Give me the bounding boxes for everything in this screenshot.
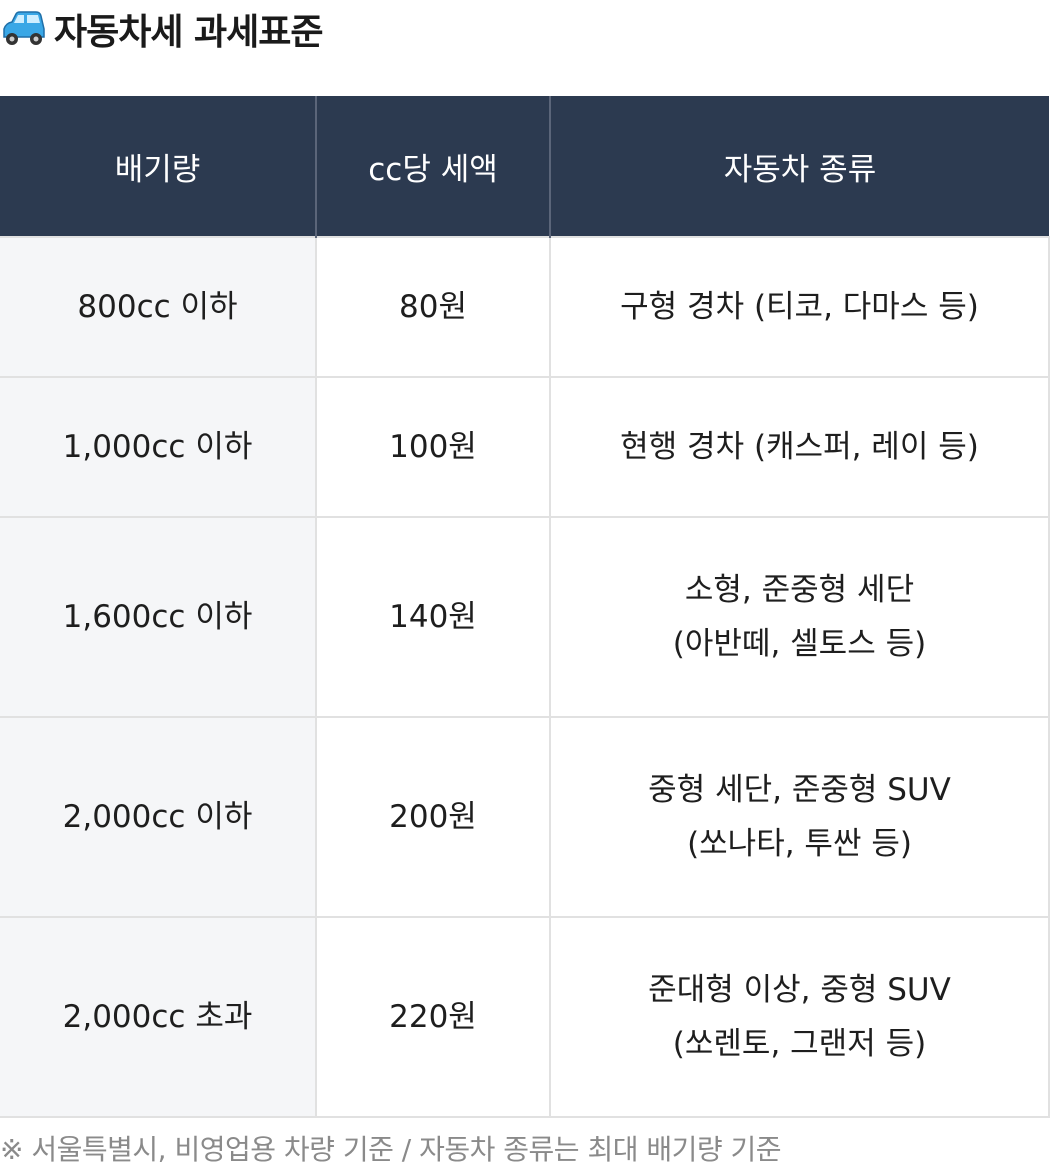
tax-table: 배기량 cc당 세액 자동차 종류 800cc 이하 80원 구형 경차 (티코… bbox=[0, 96, 1050, 1118]
tax-cell: 80원 bbox=[315, 236, 551, 378]
table-header-row: 배기량 cc당 세액 자동차 종류 bbox=[0, 96, 1049, 237]
table-row: 1,600cc 이하 140원 소형, 준중형 세단 (아반떼, 셀토스 등) bbox=[0, 516, 1050, 718]
vehicle-type-line: 준대형 이상, 중형 SUV bbox=[648, 972, 951, 1008]
displacement-cell: 1,600cc 이하 bbox=[0, 516, 317, 718]
vehicle-type-line: 중형 세단, 준중형 SUV bbox=[648, 772, 951, 808]
header-displacement: 배기량 bbox=[0, 96, 316, 237]
tax-cell: 140원 bbox=[315, 516, 551, 718]
tax-cell: 200원 bbox=[315, 716, 551, 918]
vehicle-type-cell: 구형 경차 (티코, 다마스 등) bbox=[549, 236, 1050, 378]
tax-cell: 220원 bbox=[315, 916, 551, 1118]
table-row: 2,000cc 초과 220원 준대형 이상, 중형 SUV (쏘렌토, 그랜저… bbox=[0, 916, 1050, 1118]
displacement-cell: 800cc 이하 bbox=[0, 236, 317, 378]
vehicle-type-line: 현행 경차 (캐스퍼, 레이 등) bbox=[620, 429, 979, 465]
displacement-cell: 2,000cc 초과 bbox=[0, 916, 317, 1118]
page-title-text: 자동차세 과세표준 bbox=[54, 12, 323, 53]
page-title: 자동차세 과세표준 bbox=[0, 4, 323, 54]
displacement-cell: 2,000cc 이하 bbox=[0, 716, 317, 918]
car-icon bbox=[0, 9, 46, 49]
vehicle-type-examples: (쏘렌토, 그랜저 등) bbox=[672, 1026, 927, 1062]
tax-cell: 100원 bbox=[315, 376, 551, 518]
table-row: 1,000cc 이하 100원 현행 경차 (캐스퍼, 레이 등) bbox=[0, 376, 1050, 518]
footnote: ※ 서울특별시, 비영업용 차량 기준 / 자동차 종류는 최대 배기량 기준 bbox=[0, 1133, 782, 1166]
vehicle-type-line: 구형 경차 (티코, 다마스 등) bbox=[620, 289, 979, 325]
vehicle-type-cell: 중형 세단, 준중형 SUV (쏘나타, 투싼 등) bbox=[549, 716, 1050, 918]
header-vehicle-type: 자동차 종류 bbox=[549, 96, 1049, 237]
header-tax-per-cc: cc당 세액 bbox=[315, 96, 550, 237]
vehicle-type-cell: 현행 경차 (캐스퍼, 레이 등) bbox=[549, 376, 1050, 518]
vehicle-type-examples: (쏘나타, 투싼 등) bbox=[687, 826, 912, 862]
vehicle-type-cell: 소형, 준중형 세단 (아반떼, 셀토스 등) bbox=[549, 516, 1050, 718]
vehicle-type-line: 소형, 준중형 세단 bbox=[684, 572, 915, 608]
table-row: 2,000cc 이하 200원 중형 세단, 준중형 SUV (쏘나타, 투싼 … bbox=[0, 716, 1050, 918]
vehicle-type-examples: (아반떼, 셀토스 등) bbox=[672, 626, 927, 662]
table-row: 800cc 이하 80원 구형 경차 (티코, 다마스 등) bbox=[0, 236, 1050, 378]
vehicle-type-cell: 준대형 이상, 중형 SUV (쏘렌토, 그랜저 등) bbox=[549, 916, 1050, 1118]
displacement-cell: 1,000cc 이하 bbox=[0, 376, 317, 518]
